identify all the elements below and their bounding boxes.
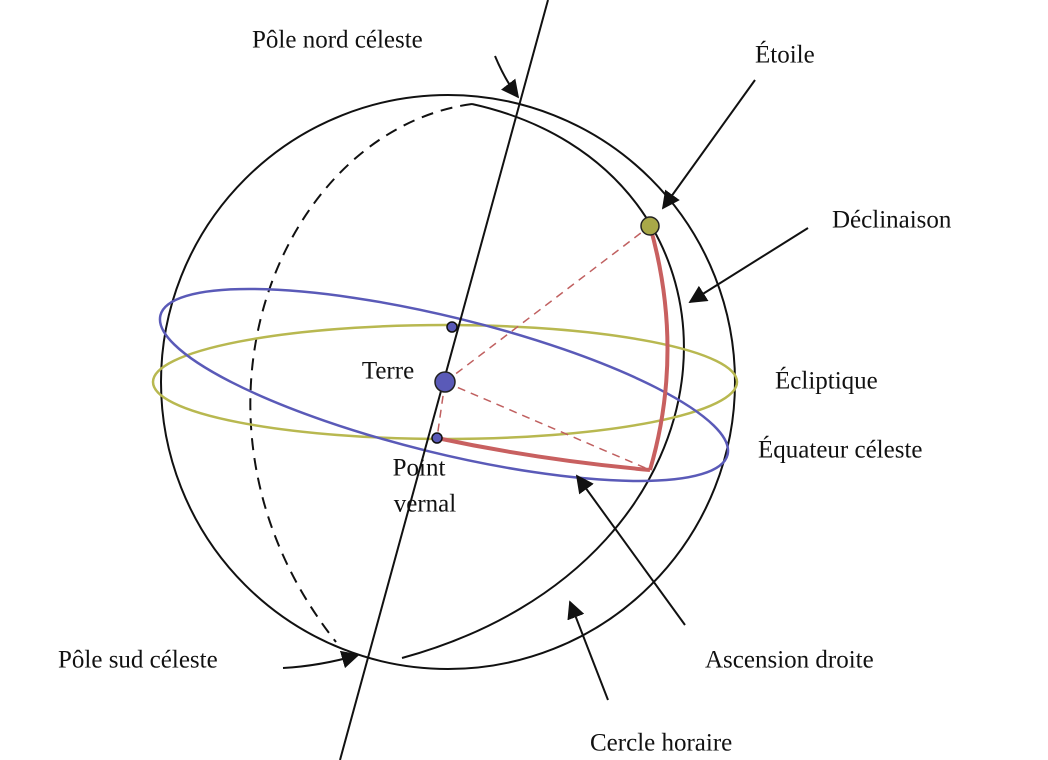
dashed-lines: [436, 225, 651, 471]
label: Point: [393, 455, 446, 482]
hour-circle: [401, 103, 685, 659]
star: [640, 216, 660, 236]
arrows: [282, 55, 809, 701]
label: Déclinaison: [832, 207, 952, 234]
label: Cercle horaire: [590, 730, 732, 757]
hidden-meridian: [249, 103, 473, 643]
vernal-point: [431, 432, 443, 444]
sphere: [160, 94, 736, 670]
declination-arc: [648, 225, 670, 471]
label: Pôle nord céleste: [252, 27, 423, 54]
label: Pôle sud céleste: [58, 647, 218, 674]
right-ascension-arc: [436, 436, 651, 472]
earth: [434, 371, 456, 393]
pole-point: [446, 321, 458, 333]
label: Équateur céleste: [758, 436, 923, 464]
label: Ascension droite: [705, 647, 874, 674]
label: vernal: [394, 491, 457, 518]
label: Écliptique: [775, 367, 878, 395]
label: Terre: [362, 358, 414, 385]
label: Étoile: [755, 41, 815, 69]
